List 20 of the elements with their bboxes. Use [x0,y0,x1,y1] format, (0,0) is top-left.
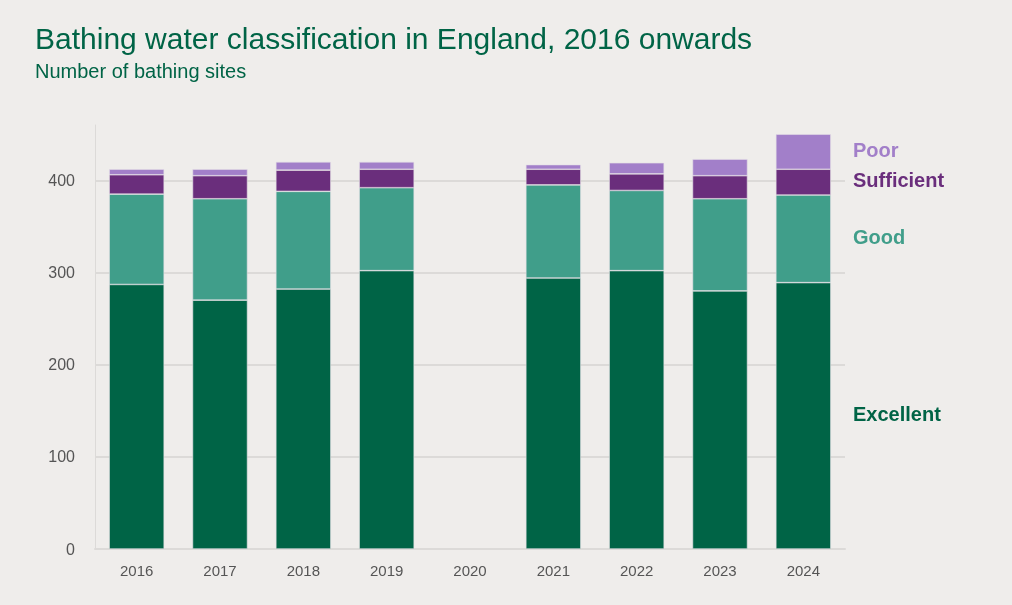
x-tick-label: 2017 [203,562,237,579]
x-tick-label: 2016 [119,562,154,579]
series-label: Poor [853,138,899,161]
y-tick-label: 300 [48,263,76,281]
series-label: Excellent [853,402,942,425]
x-tick-label: 2024 [786,562,821,579]
chart-title: Bathing water classification in England, 2016 onwards [35,21,753,55]
x-tick-label: 2018 [286,562,321,579]
x-tick-label: 2021 [536,562,571,579]
x-tick-label: 2020 [453,562,487,579]
y-tick-label: 0 [66,540,76,558]
x-tick-label: 2019 [369,562,404,579]
series-label: Good [853,225,906,248]
y-tick-label: 400 [48,171,76,189]
series-label: Sufficient [853,169,945,192]
x-tick-label: 2023 [703,562,737,579]
chart-subtitle: Number of bathing sites [35,60,247,82]
x-tick-label: 2022 [619,562,654,579]
y-tick-label: 200 [48,356,76,374]
y-tick-label: 100 [48,448,76,466]
